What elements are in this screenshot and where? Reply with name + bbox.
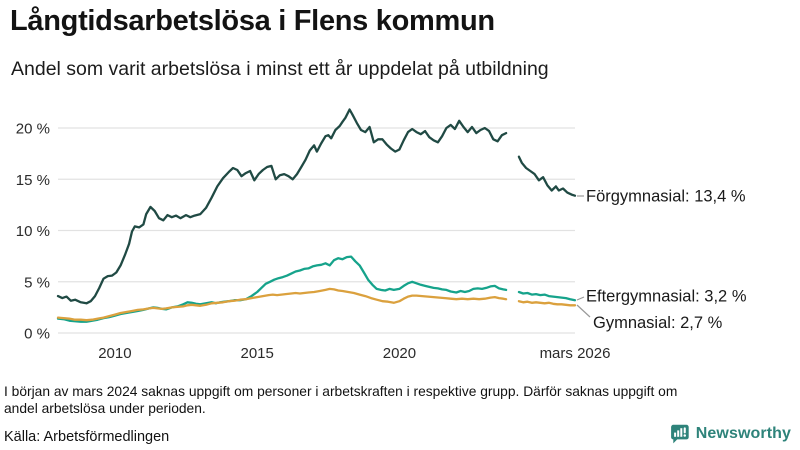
x-tick-label: 2015 [240,345,273,362]
label-connector [576,304,591,318]
chart-title: Långtidsarbetslösa i Flens kommun [10,5,495,37]
series-end-label-förgymnasial: Förgymnasial: 13,4 % [586,188,746,206]
series-end-label-eftergymnasial: Eftergymnasial: 3,2 % [586,288,747,306]
series-line-gymnasial [56,287,508,322]
series-line-gymnasial [517,300,577,307]
bar-icon [673,432,676,437]
y-gridlines [58,127,575,334]
y-tick-label: 5 % [24,274,50,291]
exclamation-dot-icon [683,434,686,437]
x-tick-label: 2010 [98,345,131,362]
y-tick-label: 15 % [16,172,50,189]
chart-subtitle: Andel som varit arbetslösa i minst ett å… [11,58,549,80]
series-line-förgymnasial [517,155,577,197]
series-line-eftergymnasial [517,290,577,302]
newsworthy-bubble-chart-icon [670,424,689,444]
y-tick-label: 0 % [24,326,50,343]
label-connector [576,296,585,301]
newsworthy-logo: Newsworthy [670,424,791,444]
series-line-förgymnasial [56,108,508,305]
x-axis-labels: 2010 2015 2020 mars 2026 [98,345,610,362]
bar-icon [676,430,679,437]
y-tick-label: 10 % [16,223,50,240]
y-axis-labels: 0 % 5 % 10 % 15 % 20 % [16,121,50,343]
exclamation-icon [683,427,686,434]
y-tick-label: 20 % [16,121,50,138]
x-tick-label: 2020 [383,345,416,362]
series-end-label-gymnasial: Gymnasial: 2,7 % [593,314,723,332]
bar-icon [680,428,683,437]
footnote: I början av mars 2024 saknas uppgift om … [4,384,798,417]
x-tick-label: mars 2026 [540,345,611,362]
series-label-connectors [576,195,591,318]
newsworthy-wordmark: Newsworthy [695,425,791,442]
footnote-line-1: I början av mars 2024 saknas uppgift om … [4,384,678,399]
series-lines [56,108,577,323]
series-end-labels: Förgymnasial: 13,4 % Eftergymnasial: 3,2 … [586,188,747,333]
source-label: Källa: Arbetsförmedlingen [4,429,170,445]
footnote-line-2: andel arbetslösa under perioden. [4,400,206,416]
